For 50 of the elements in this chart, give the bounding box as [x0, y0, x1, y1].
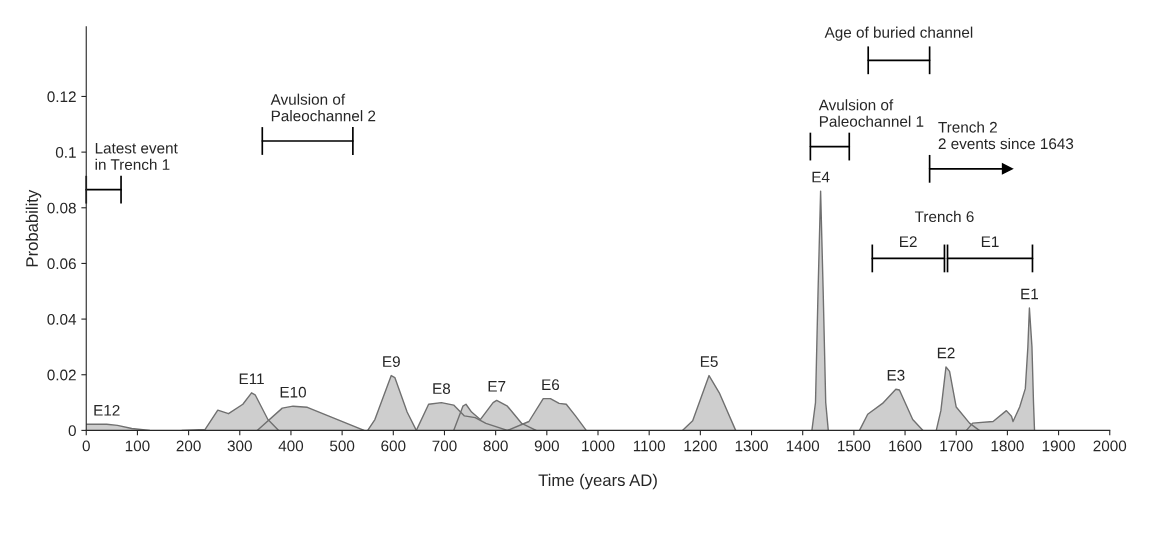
x-tick-label: 2000 — [1093, 440, 1127, 452]
x-tick-label: 700 — [432, 440, 457, 452]
annotation: E5 — [700, 356, 718, 367]
annotation: E9 — [383, 356, 400, 367]
x-tick-label: 200 — [176, 440, 201, 452]
x-tick-label: 300 — [227, 440, 252, 452]
x-axis-title: Time (years AD) — [538, 473, 657, 490]
x-tick-label: 800 — [483, 440, 508, 452]
y-tick-label: 0 — [68, 425, 76, 437]
y-tick-label: 0.08 — [47, 202, 76, 214]
annotation: E2 — [937, 347, 955, 359]
x-tick-label: 500 — [329, 440, 355, 452]
annotation: Avulsion of Paleochannel 1 — [818, 99, 924, 127]
annotation: E4 — [812, 171, 830, 183]
y-tick-label: 0.1 — [55, 146, 76, 158]
annotation: Age of buried channel — [824, 26, 973, 41]
annotation: Trench 6 — [914, 210, 974, 223]
x-tick-label: 1300 — [735, 440, 768, 452]
annotation: E10 — [280, 386, 306, 398]
annotation: E6 — [542, 379, 560, 391]
x-tick-label: 600 — [381, 440, 406, 452]
x-tick-label: 1200 — [684, 440, 717, 452]
annotation: E8 — [433, 383, 451, 394]
annotation: E3 — [887, 369, 905, 381]
y-tick-label: 0.02 — [47, 369, 76, 381]
annotation: E1 — [981, 236, 999, 247]
y-tick-label: 0.06 — [47, 258, 76, 270]
x-tick-label: 1700 — [940, 440, 973, 452]
x-tick-label: 1900 — [1042, 440, 1075, 452]
y-tick-label: 0.12 — [47, 91, 76, 103]
x-tick-label: 100 — [125, 440, 150, 452]
annotation: E12 — [94, 404, 120, 416]
x-tick-label: 1600 — [889, 440, 922, 452]
y-tick-label: 0.04 — [47, 313, 77, 325]
annotation: Latest event in Trench 1 — [95, 142, 178, 170]
annotation: E1 — [1021, 288, 1038, 300]
x-tick-label: 1500 — [838, 440, 871, 452]
x-tick-label: 900 — [534, 440, 559, 452]
x-tick-label: 1000 — [582, 440, 615, 452]
x-tick-label: 400 — [278, 440, 304, 452]
y-axis-title: Probability — [25, 189, 42, 267]
annotation: Trench 2 2 events since 1643 — [938, 121, 1074, 150]
annotation: E7 — [488, 381, 506, 392]
annotation: E11 — [239, 373, 264, 385]
x-tick-label: 1400 — [786, 440, 820, 452]
annotation: E2 — [900, 236, 917, 247]
x-tick-label: 0 — [82, 440, 90, 452]
x-tick-label: 1100 — [633, 440, 666, 452]
annotation: Avulsion of Paleochannel 2 — [270, 93, 376, 122]
x-tick-label: 1800 — [991, 440, 1024, 452]
